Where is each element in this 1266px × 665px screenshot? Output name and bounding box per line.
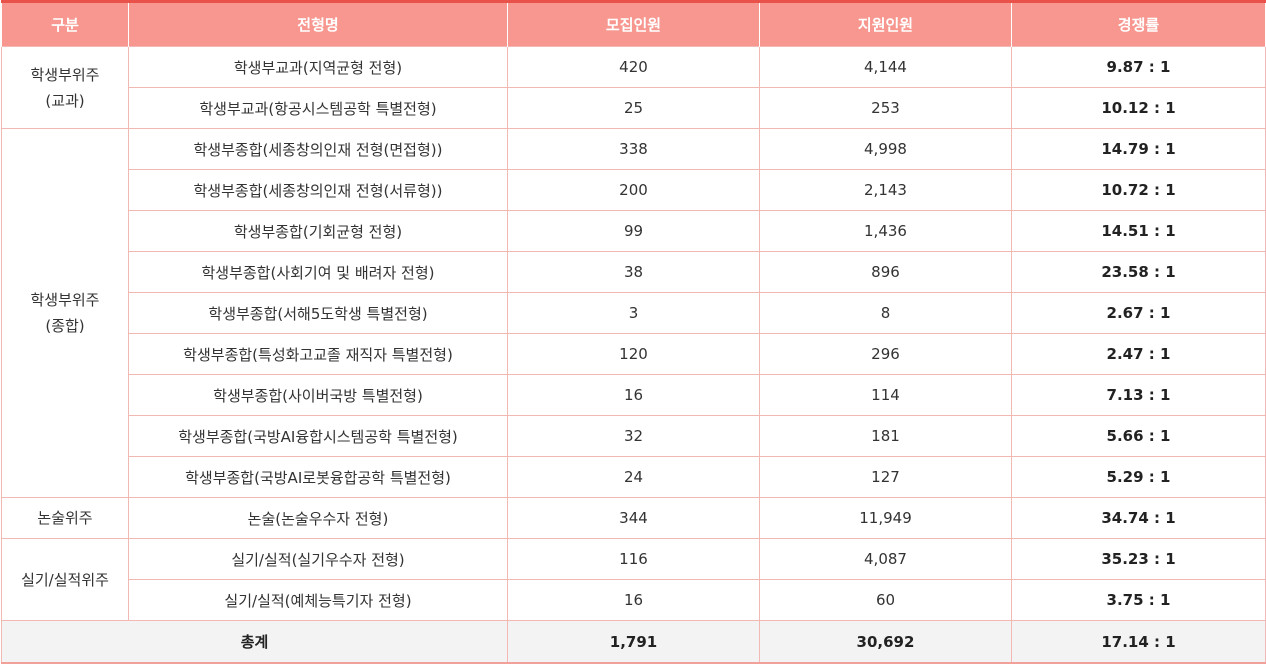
quota-cell: 120: [507, 333, 760, 375]
table-row: 학생부종합(서해5도학생 특별전형) 3 8 2.67 : 1: [2, 292, 1266, 334]
table-row: 실기/실적위주 실기/실적(실기우수자 전형) 116 4,087 35.23 : 1: [1, 538, 1266, 621]
competition-rate-cell: 2.47 : 1: [1011, 333, 1266, 375]
applicants-cell: 296: [759, 333, 1012, 375]
competition-rate-cell: 9.87 : 1: [1011, 46, 1266, 88]
group-label-line: 학생부위주: [30, 291, 100, 309]
header-category: 구분: [1, 0, 129, 47]
competition-rate-cell: 10.72 : 1: [1011, 169, 1266, 211]
total-quota: 1,791: [507, 620, 760, 664]
group-label: 실기/실적위주: [1, 538, 129, 621]
admission-type-cell: 학생부교과(항공시스템공학 특별전형): [128, 87, 508, 129]
competition-rate-cell: 34.74 : 1: [1011, 497, 1266, 539]
table-row: 학생부종합(기회균형 전형) 99 1,436 14.51 : 1: [2, 210, 1266, 252]
competition-rate-cell: 7.13 : 1: [1011, 374, 1266, 416]
group-label-line: (종합): [45, 317, 85, 335]
competition-rate-cell: 14.51 : 1: [1011, 210, 1266, 252]
admission-type-cell: 학생부종합(서해5도학생 특별전형): [128, 292, 508, 334]
group-label-line: 논술위주: [37, 509, 93, 527]
group-label-line: 실기/실적위주: [21, 570, 109, 589]
competition-rate-cell: 2.67 : 1: [1011, 292, 1266, 334]
quota-cell: 344: [507, 497, 760, 539]
competition-rate-cell: 5.66 : 1: [1011, 415, 1266, 457]
header-admission-type: 전형명: [128, 0, 508, 47]
total-applicants: 30,692: [759, 620, 1012, 664]
quota-cell: 338: [507, 128, 760, 170]
table-row: 학생부위주 (종합) 학생부종합(세종창의인재 전형(면접형)) 338 4,998 14…: [1, 128, 1266, 498]
applicants-cell: 181: [759, 415, 1012, 457]
header-row: 구분 전형명 모집인원 지원인원 경쟁률: [1, 0, 1266, 47]
competition-rate-cell: 10.12 : 1: [1011, 87, 1266, 129]
table-row: 실기/실적(예체능특기자 전형) 16 60 3.75 : 1: [2, 579, 1266, 621]
table-header: 구분 전형명 모집인원 지원인원 경쟁률: [1, 0, 1266, 47]
admission-type-cell: 학생부종합(세종창의인재 전형(서류형)): [128, 169, 508, 211]
group-label: 학생부위주 (교과): [1, 46, 129, 129]
applicants-cell: 114: [759, 374, 1012, 416]
header-applicants: 지원인원: [759, 0, 1012, 47]
competition-rate-cell: 14.79 : 1: [1011, 128, 1266, 170]
group-label-line: 학생부위주: [30, 65, 100, 84]
applicants-cell: 2,143: [759, 169, 1012, 211]
applicants-cell: 4,998: [759, 128, 1012, 170]
applicants-cell: 896: [759, 251, 1012, 293]
quota-cell: 99: [507, 210, 760, 252]
applicants-cell: 127: [759, 456, 1012, 498]
applicants-cell: 11,949: [759, 497, 1012, 539]
table-row: 학생부종합(특성화고교졸 재직자 특별전형) 120 296 2.47 : 1: [2, 333, 1266, 375]
admission-type-cell: 학생부종합(세종창의인재 전형(면접형)): [128, 128, 508, 170]
applicants-cell: 8: [759, 292, 1012, 334]
table-row: 학생부위주 (교과) 학생부교과(지역균형 전형) 420 4,144 9.87 : 1: [1, 46, 1266, 129]
quota-cell: 32: [507, 415, 760, 457]
group-label: 학생부위주 (종합): [1, 128, 129, 498]
admission-type-cell: 실기/실적(예체능특기자 전형): [128, 579, 508, 621]
quota-cell: 16: [507, 374, 760, 416]
table-row: 학생부종합(사회기여 및 배려자 전형) 38 896 23.58 : 1: [2, 251, 1266, 293]
quota-cell: 25: [507, 87, 760, 129]
competition-rate-cell: 3.75 : 1: [1011, 579, 1266, 621]
total-row: 총계 1,791 30,692 17.14 : 1: [1, 620, 1266, 664]
admission-type-cell: 학생부교과(지역균형 전형): [128, 46, 508, 88]
table-row: 학생부종합(국방AI융합시스템공학 특별전형) 32 181 5.66 : 1: [2, 415, 1266, 457]
header-competition-rate: 경쟁률: [1011, 0, 1266, 47]
admission-type-cell: 논술(논술우수자 전형): [128, 497, 508, 539]
applicants-cell: 4,087: [759, 538, 1012, 580]
table-row: 학생부종합(사이버국방 특별전형) 16 114 7.13 : 1: [2, 374, 1266, 416]
applicants-cell: 4,144: [759, 46, 1012, 88]
quota-cell: 200: [507, 169, 760, 211]
table-row: 학생부종합(국방AI로봇융합공학 특별전형) 24 127 5.29 : 1: [2, 456, 1266, 498]
quota-cell: 38: [507, 251, 760, 293]
header-quota: 모집인원: [507, 0, 760, 47]
applicants-cell: 60: [759, 579, 1012, 621]
quota-cell: 24: [507, 456, 760, 498]
competition-rate-cell: 23.58 : 1: [1011, 251, 1266, 293]
applicants-cell: 253: [759, 87, 1012, 129]
admission-type-cell: 학생부종합(기회균형 전형): [128, 210, 508, 252]
group-label: 논술위주: [1, 497, 129, 539]
admission-type-cell: 학생부종합(사회기여 및 배려자 전형): [128, 251, 508, 293]
applicants-cell: 1,436: [759, 210, 1012, 252]
table-row: 학생부종합(세종창의인재 전형(서류형)) 200 2,143 10.72 : 1: [2, 169, 1266, 211]
total-label: 총계: [1, 620, 508, 664]
admission-type-cell: 학생부종합(국방AI로봇융합공학 특별전형): [128, 456, 508, 498]
total-rate: 17.14 : 1: [1011, 620, 1266, 664]
quota-cell: 116: [507, 538, 760, 580]
quota-cell: 3: [507, 292, 760, 334]
competition-rate-cell: 5.29 : 1: [1011, 456, 1266, 498]
group-label-line: (교과): [45, 91, 85, 110]
admission-type-cell: 학생부종합(사이버국방 특별전형): [128, 374, 508, 416]
table-row: 논술위주 논술(논술우수자 전형) 344 11,949 34.74 : 1: [1, 497, 1266, 539]
admission-type-cell: 실기/실적(실기우수자 전형): [128, 538, 508, 580]
competition-rate-cell: 35.23 : 1: [1011, 538, 1266, 580]
table-row: 학생부교과(항공시스템공학 특별전형) 25 253 10.12 : 1: [2, 87, 1266, 129]
admission-type-cell: 학생부종합(특성화고교졸 재직자 특별전형): [128, 333, 508, 375]
admission-type-cell: 학생부종합(국방AI융합시스템공학 특별전형): [128, 415, 508, 457]
quota-cell: 420: [507, 46, 760, 88]
quota-cell: 16: [507, 579, 760, 621]
